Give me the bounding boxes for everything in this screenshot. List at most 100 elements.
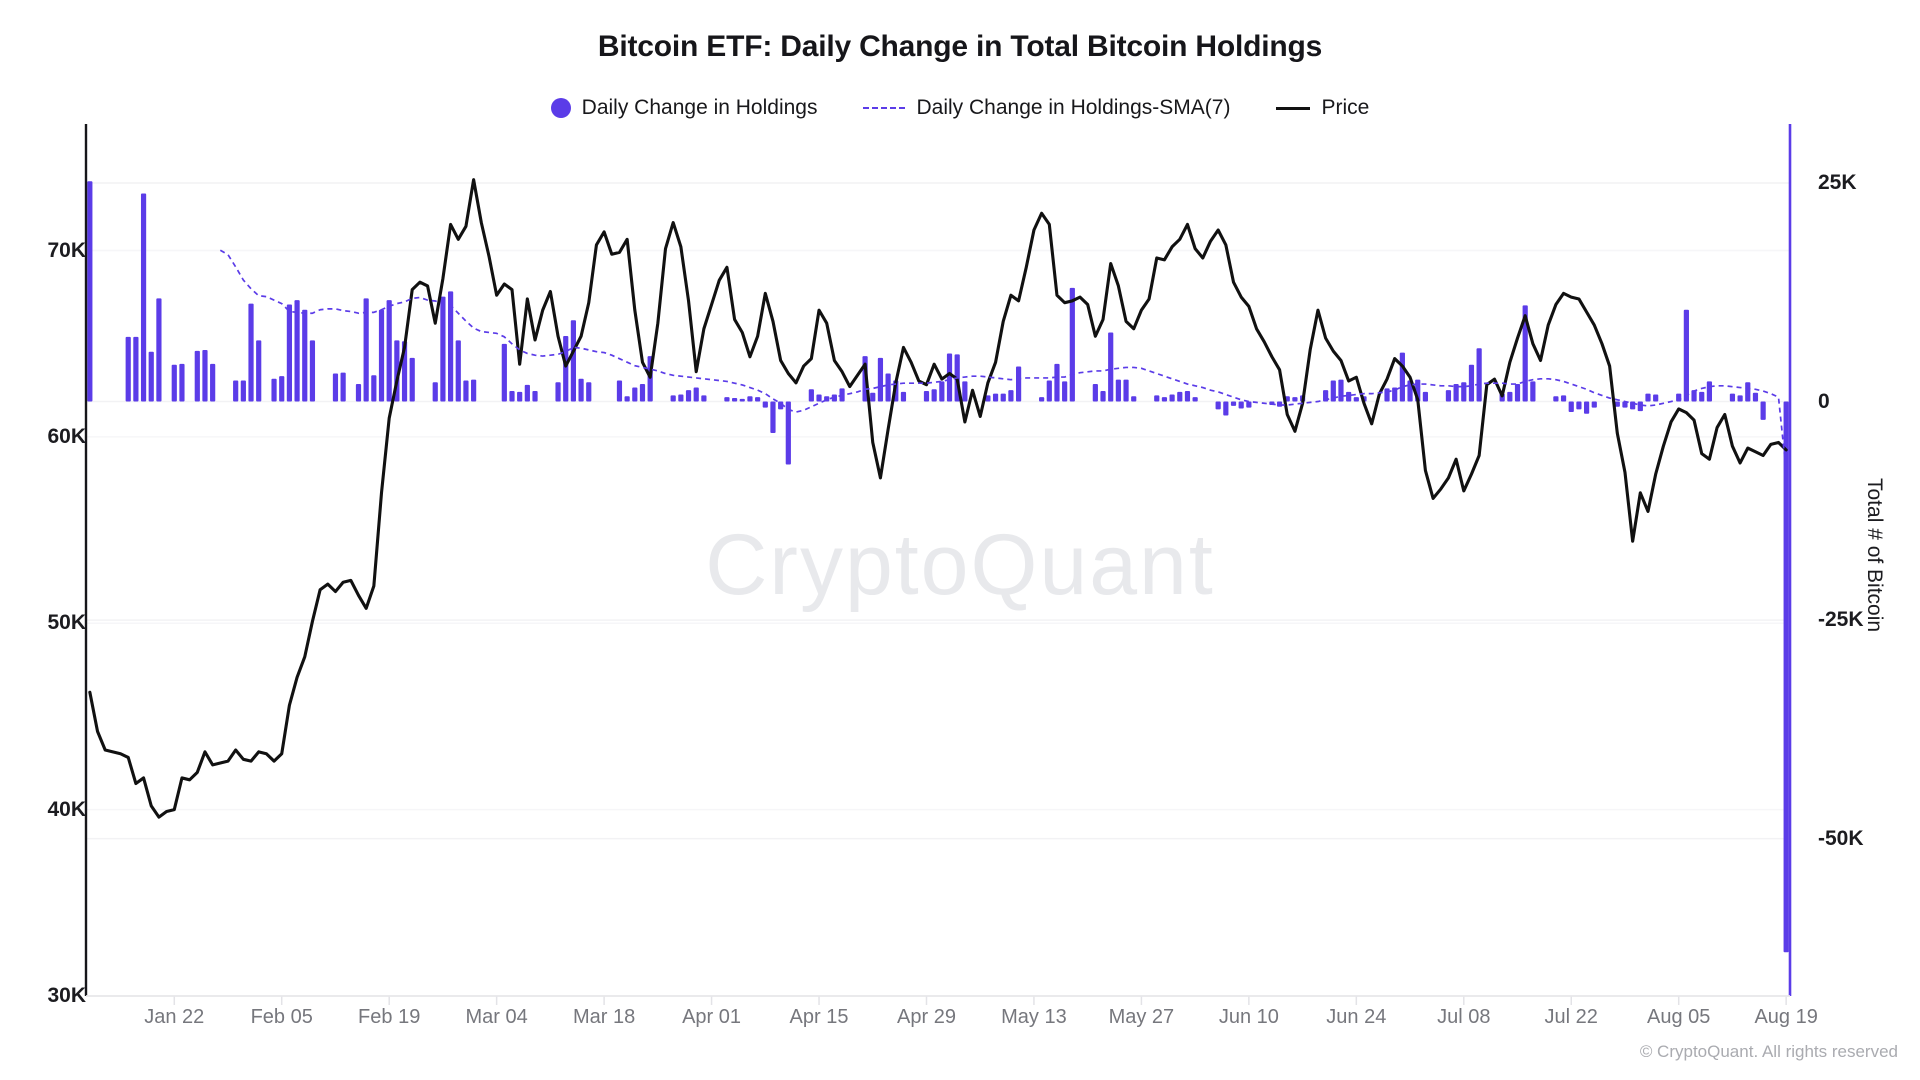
bar: [1392, 387, 1398, 402]
bar: [1553, 396, 1559, 402]
x-axis-tick-label: Jun 24: [1326, 1006, 1387, 1028]
bar: [463, 380, 469, 402]
x-axis-tick-label: Aug 05: [1646, 1006, 1711, 1028]
bar: [1683, 309, 1689, 402]
bar: [1737, 395, 1743, 402]
bar: [946, 353, 953, 402]
bar: [233, 380, 239, 402]
bar: [1346, 391, 1352, 402]
copyright-credit: © CryptoQuant. All rights reserved: [1639, 1042, 1898, 1061]
x-axis-tick-label: Jul 22: [1544, 1006, 1598, 1028]
bar: [447, 291, 454, 402]
bar: [578, 378, 584, 402]
bar: [1522, 305, 1528, 402]
bar: [286, 304, 293, 402]
bar: [302, 309, 308, 402]
bar: [156, 298, 162, 402]
legend-dashed-line-icon: [863, 107, 906, 109]
bar: [87, 181, 93, 402]
bar: [1108, 332, 1114, 402]
bar: [1422, 391, 1429, 402]
bar: [923, 391, 930, 402]
bar: [1131, 396, 1137, 402]
bar: [171, 364, 177, 402]
bar: [1100, 391, 1106, 402]
bar: [701, 395, 707, 402]
bar: [1330, 380, 1336, 402]
x-axis-tick-label: Mar 04: [465, 1006, 528, 1028]
bar: [1177, 391, 1183, 402]
legend-item-sma[interactable]: Daily Change in Holdings-SMA(7): [863, 96, 1230, 120]
y-axis-left-tick-label: 60K: [47, 424, 86, 448]
bar: [1783, 401, 1789, 953]
bar: [1699, 391, 1705, 402]
bar: [555, 382, 561, 402]
y-axis-left-tick-label: 30K: [47, 984, 86, 1007]
bar: [785, 401, 791, 465]
x-axis-tick-label: Feb 19: [358, 1006, 421, 1028]
bar: [1161, 397, 1168, 402]
bar: [440, 296, 446, 402]
bar: [432, 382, 438, 402]
bar: [1353, 397, 1359, 402]
bar: [240, 380, 246, 402]
bar: [279, 376, 285, 402]
bar: [371, 375, 377, 402]
bar: [1583, 401, 1590, 414]
legend-label: Price: [1321, 96, 1370, 119]
bar: [271, 378, 277, 402]
bar: [248, 303, 254, 402]
bar: [731, 398, 738, 402]
x-axis-tick-label: Feb 05: [250, 1006, 313, 1028]
x-axis-tick-label: Apr 15: [789, 1006, 849, 1028]
bar: [1223, 401, 1229, 416]
x-axis-tick-label: May 13: [1001, 1006, 1067, 1028]
bar: [194, 350, 200, 402]
x-axis-tick-label: Apr 01: [682, 1006, 742, 1028]
bar: [1591, 401, 1597, 408]
bar: [900, 391, 907, 402]
x-axis-tick-label: Jan 22: [144, 1006, 205, 1028]
bar: [962, 381, 968, 402]
bar: [1645, 393, 1651, 402]
bar: [570, 320, 577, 402]
bar: [501, 343, 507, 402]
bar: [517, 391, 523, 402]
bar: [1530, 381, 1536, 402]
bar: [1461, 382, 1467, 402]
bar: [639, 384, 646, 402]
y-axis-left: 30K 40K 50K 60K 70K: [0, 0, 86, 1080]
bar: [455, 340, 461, 402]
bar: [939, 381, 945, 402]
legend-dot-icon: [550, 98, 571, 118]
y-axis-right: -50K -25K 0 25K: [1800, 0, 1910, 1080]
bar: [1054, 363, 1060, 402]
bar: [1453, 384, 1459, 402]
bar: [179, 363, 185, 402]
bar: [1154, 395, 1160, 402]
bar: [1292, 397, 1298, 402]
bar: [1169, 394, 1175, 402]
bar: [931, 389, 937, 402]
bar: [1514, 384, 1521, 402]
bar: [770, 401, 776, 433]
y-axis-right-tick-label: 0: [1818, 389, 1830, 413]
bar: [1062, 381, 1068, 402]
bar: [762, 401, 768, 408]
bar: [1760, 401, 1766, 420]
bar: [1445, 390, 1452, 402]
bar: [1653, 394, 1659, 402]
legend-item-price[interactable]: Price: [1276, 96, 1369, 120]
bar: [616, 380, 623, 402]
bar: [1729, 393, 1736, 402]
legend-item-daily-change[interactable]: Daily Change in Holdings: [550, 96, 817, 120]
bar: [332, 373, 339, 402]
bar: [125, 336, 131, 402]
bar: [1115, 379, 1121, 402]
y-axis-right-tick-label: 25K: [1818, 170, 1857, 194]
bar: [624, 396, 630, 402]
bar: [586, 382, 592, 402]
bar: [1706, 381, 1713, 402]
bar: [808, 389, 814, 402]
